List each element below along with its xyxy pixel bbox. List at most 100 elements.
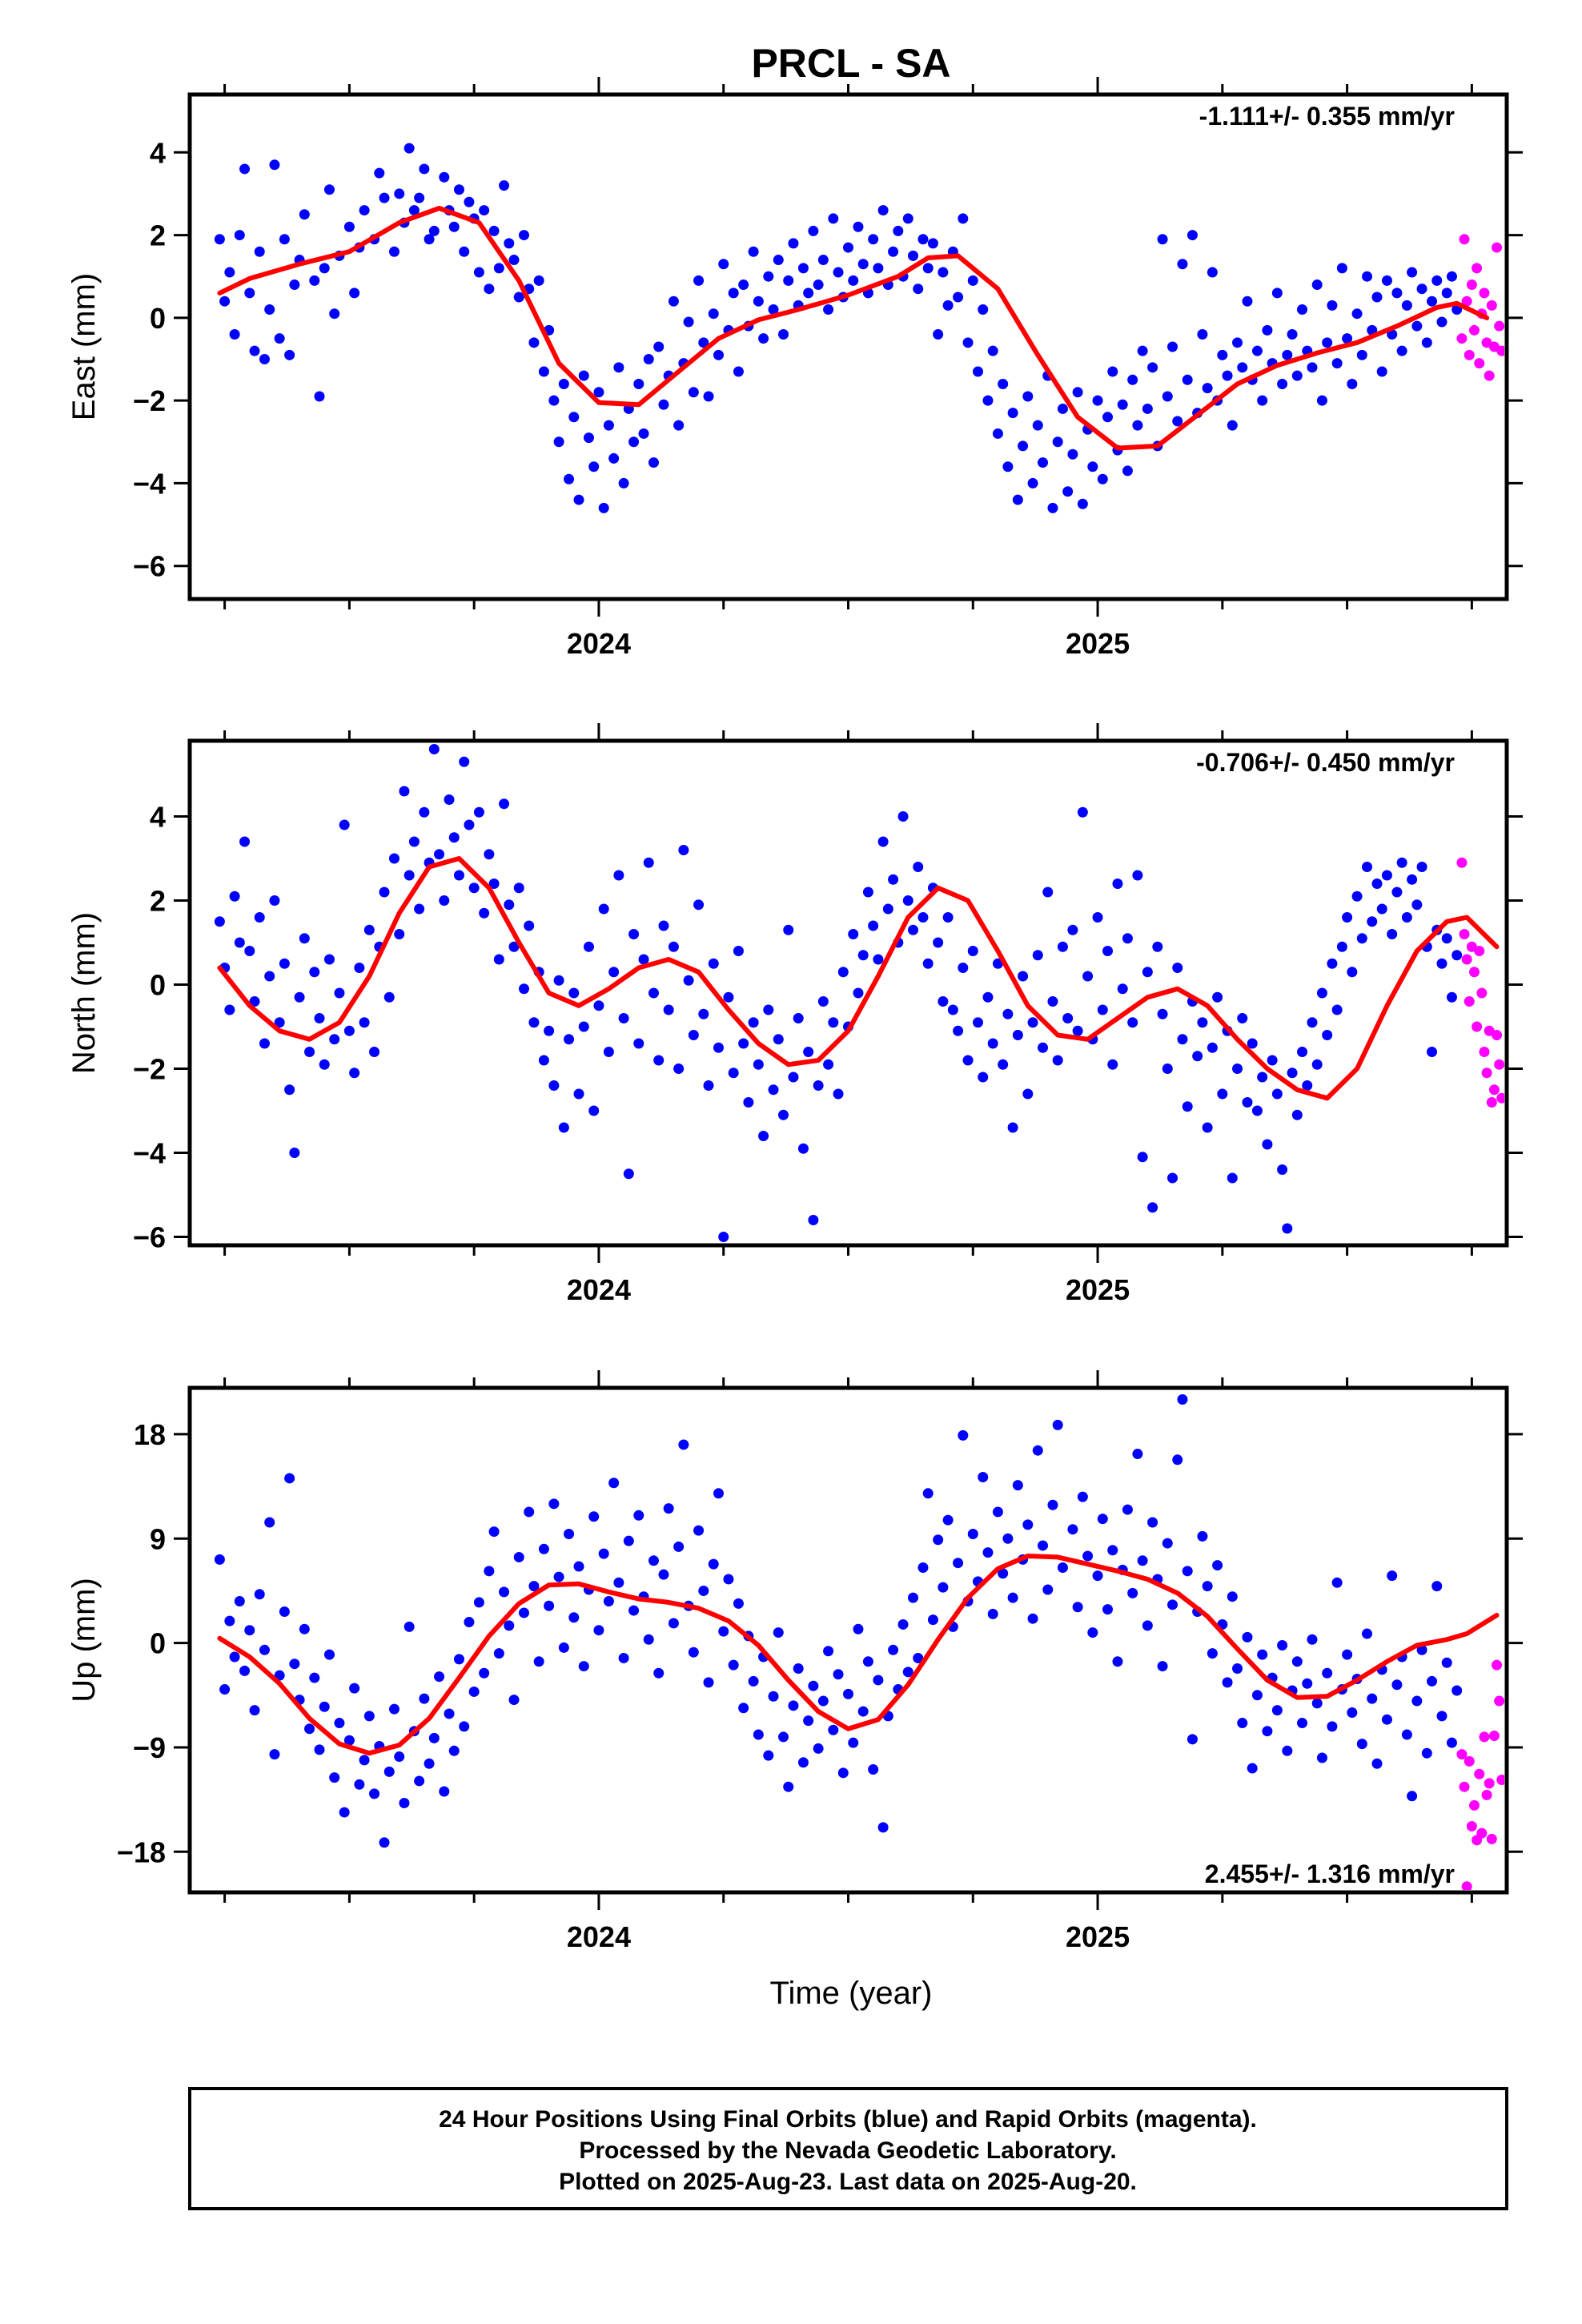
north-rapid-orbit-point [1494, 1059, 1504, 1070]
north-final-orbit-point [304, 1047, 315, 1057]
north-final-orbit-point [738, 1038, 749, 1049]
up-final-orbit-point [1307, 1634, 1318, 1645]
north-rapid-orbit-point [1472, 1021, 1483, 1032]
up-final-orbit-point [1322, 1667, 1333, 1679]
east-final-orbit-point [748, 246, 759, 257]
north-y-tick-label: −6 [133, 1221, 166, 1254]
east-final-orbit-point [1022, 391, 1034, 402]
north-final-orbit-point [383, 991, 395, 1003]
north-final-orbit-point [1152, 941, 1163, 952]
north-final-orbit-point [343, 1025, 355, 1036]
north-final-orbit-point [419, 806, 430, 818]
up-final-orbit-point [319, 1701, 330, 1712]
east-final-orbit-point [848, 275, 859, 286]
up-final-orbit-point [938, 1582, 949, 1593]
north-final-orbit-point [1107, 1059, 1118, 1070]
east-final-orbit-point [428, 225, 440, 236]
up-final-orbit-point [718, 1626, 729, 1637]
north-rapid-orbit-point [1479, 1047, 1490, 1057]
up-final-orbit-point [748, 1675, 759, 1687]
up-final-orbit-point [239, 1665, 251, 1676]
north-final-orbit-point [1247, 1038, 1258, 1049]
north-final-orbit-point [1351, 891, 1363, 902]
east-final-orbit-point [598, 502, 609, 513]
north-final-orbit-point [917, 912, 929, 923]
east-final-orbit-point [833, 267, 844, 278]
north-final-orbit-point [978, 1072, 989, 1083]
north-final-orbit-point [953, 1025, 964, 1036]
north-final-orbit-point [1047, 996, 1058, 1007]
up-final-orbit-point [1042, 1584, 1054, 1595]
east-final-orbit-point [1407, 267, 1418, 278]
north-final-orbit-point [1311, 1059, 1323, 1070]
up-final-orbit-point [1227, 1591, 1238, 1602]
up-final-orbit-point [1127, 1587, 1138, 1598]
up-final-orbit-point [998, 1568, 1009, 1579]
up-final-orbit-point [877, 1822, 889, 1833]
up-final-orbit-point [284, 1473, 295, 1484]
north-final-orbit-point [323, 954, 335, 965]
up-final-orbit-point [1367, 1693, 1378, 1704]
east-final-orbit-point [453, 184, 464, 195]
north-rate-label: -0.706+/- 0.450 mm/yr [1196, 748, 1455, 777]
east-final-orbit-point [1251, 345, 1263, 356]
east-final-orbit-point [1137, 345, 1148, 356]
north-rapid-orbit-point [1488, 1084, 1500, 1096]
up-final-orbit-point [1052, 1419, 1063, 1430]
up-final-orbit-point [823, 1646, 834, 1657]
east-final-orbit-point [978, 304, 989, 316]
north-final-orbit-point [888, 874, 899, 885]
up-final-orbit-point [518, 1607, 529, 1618]
east-final-orbit-point [588, 461, 600, 472]
up-final-orbit-point [1411, 1695, 1423, 1707]
east-final-orbit-point [323, 184, 335, 195]
north-final-orbit-point [1441, 933, 1452, 944]
up-final-orbit-point [1222, 1677, 1233, 1688]
east-final-orbit-point [938, 267, 949, 278]
east-final-orbit-point [643, 353, 654, 364]
east-final-orbit-point [1311, 279, 1323, 291]
up-final-orbit-point [1097, 1514, 1108, 1525]
north-final-orbit-point [703, 1080, 714, 1091]
up-y-tick-label: −18 [117, 1835, 166, 1868]
up-x-tick-label: 2025 [1066, 1920, 1130, 1953]
north-final-orbit-point [1257, 1072, 1268, 1083]
north-final-orbit-point [982, 991, 994, 1003]
east-final-orbit-point [274, 333, 285, 344]
up-final-orbit-point [1157, 1661, 1168, 1672]
north-final-orbit-point [448, 832, 460, 843]
north-final-orbit-point [758, 1131, 769, 1141]
north-final-orbit-point [264, 971, 275, 982]
north-final-orbit-point [1291, 1109, 1303, 1120]
east-final-orbit-point [1431, 275, 1443, 286]
up-final-orbit-point [363, 1711, 375, 1722]
north-final-orbit-point [588, 1105, 600, 1116]
east-final-orbit-point [638, 428, 649, 439]
north-final-orbit-point [1396, 857, 1407, 868]
north-rapid-orbit-point [1459, 929, 1470, 939]
north-final-orbit-point [728, 1068, 739, 1079]
east-final-orbit-point [753, 296, 764, 307]
east-final-orbit-point [628, 436, 640, 448]
up-final-orbit-point [843, 1688, 853, 1699]
north-rapid-orbit-point [1496, 1092, 1504, 1104]
north-final-orbit-point [1018, 971, 1029, 982]
north-final-orbit-point [379, 887, 390, 898]
east-final-orbit-point [902, 213, 913, 224]
north-final-orbit-point [1237, 1013, 1248, 1023]
north-final-orbit-point [783, 924, 794, 935]
up-rapid-orbit-point [1456, 1749, 1468, 1760]
north-final-orbit-point [962, 1055, 974, 1066]
up-final-orbit-point [603, 1595, 614, 1606]
east-final-orbit-point [499, 180, 510, 191]
up-y-tick-label: 0 [150, 1627, 166, 1660]
north-final-orbit-point [1082, 971, 1094, 982]
up-y-tick-label: 9 [150, 1522, 166, 1555]
up-final-orbit-point [1232, 1663, 1243, 1674]
east-final-orbit-point [1396, 345, 1407, 356]
up-final-orbit-point [1342, 1649, 1353, 1660]
east-final-orbit-point [439, 171, 450, 183]
up-final-orbit-point [388, 1703, 400, 1715]
up-final-orbit-point [1072, 1602, 1083, 1613]
up-final-orbit-point [1007, 1592, 1018, 1603]
